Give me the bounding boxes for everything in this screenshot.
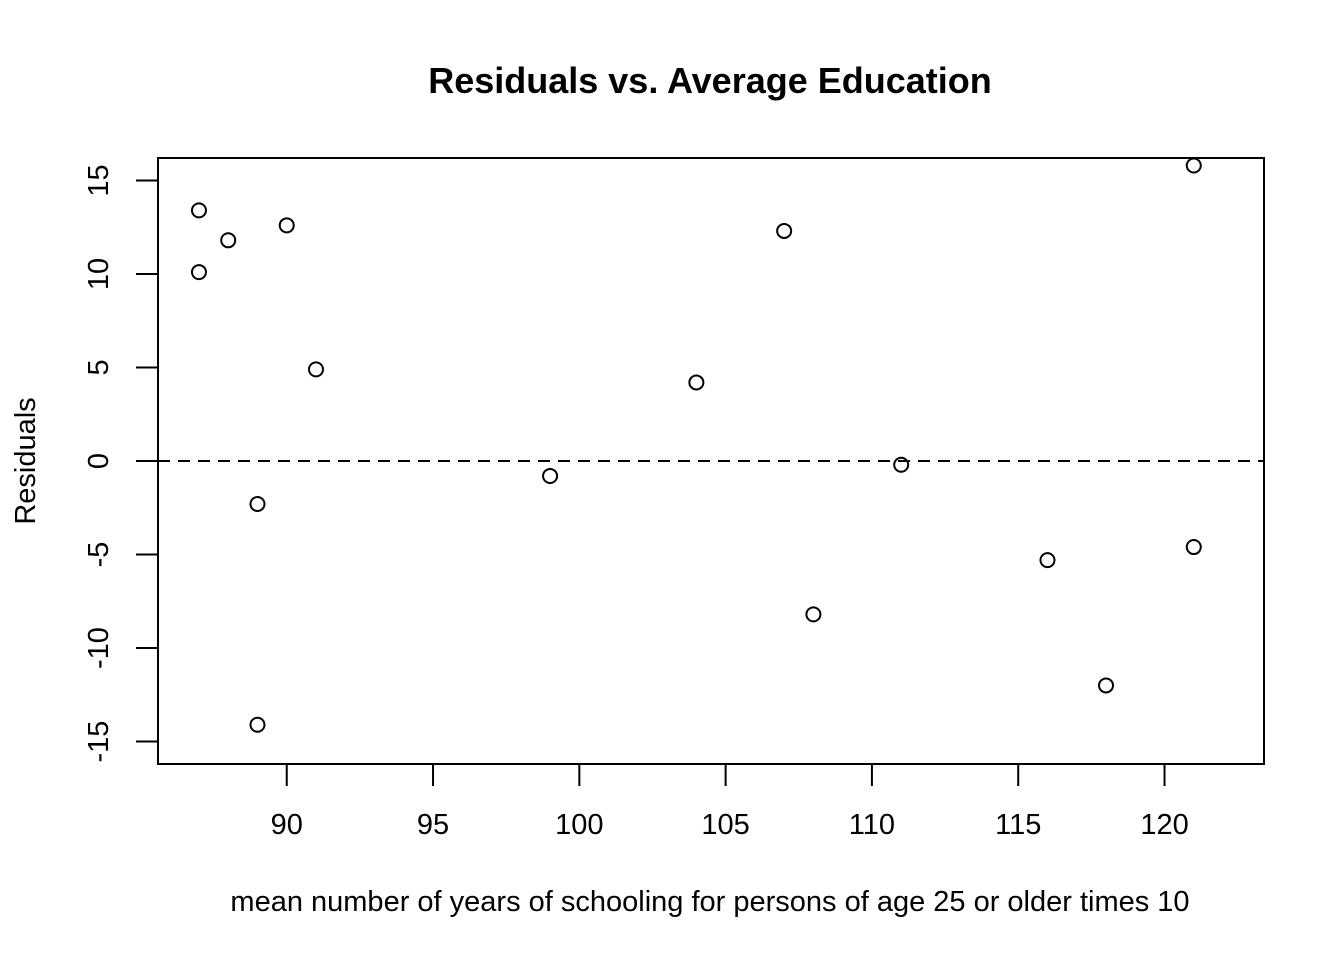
y-axis-label: Residuals bbox=[10, 397, 42, 524]
data-point bbox=[542, 467, 559, 484]
x-tick-label: 105 bbox=[701, 809, 749, 841]
data-point bbox=[220, 232, 237, 249]
chart-title: Residuals vs. Average Education bbox=[428, 60, 992, 101]
data-point bbox=[776, 222, 793, 239]
data-point bbox=[805, 606, 822, 623]
data-point bbox=[688, 374, 705, 391]
y-tick-label: -15 bbox=[83, 721, 115, 763]
data-point bbox=[190, 202, 207, 219]
x-tick-label: 120 bbox=[1140, 809, 1188, 841]
data-point bbox=[1185, 539, 1202, 556]
data-point bbox=[249, 716, 266, 733]
y-tick-label: 0 bbox=[83, 453, 115, 469]
x-tick-label: 95 bbox=[417, 809, 449, 841]
data-point bbox=[278, 217, 295, 234]
y-tick-label: -10 bbox=[83, 627, 115, 669]
x-axis-label: mean number of years of schooling for pe… bbox=[230, 886, 1189, 918]
x-tick-label: 115 bbox=[995, 809, 1041, 841]
y-tick-label: -5 bbox=[83, 542, 115, 568]
data-point bbox=[893, 456, 910, 473]
data-point bbox=[249, 496, 266, 513]
x-tick-label: 100 bbox=[555, 809, 603, 841]
data-points bbox=[190, 157, 1202, 733]
x-tick-label: 90 bbox=[271, 809, 303, 841]
data-point bbox=[190, 264, 207, 281]
data-point bbox=[1098, 677, 1114, 694]
x-tick-label: 110 bbox=[849, 809, 895, 841]
data-point bbox=[1039, 552, 1056, 569]
y-tick-label: 10 bbox=[83, 258, 115, 290]
data-point bbox=[308, 361, 324, 378]
y-axis: -15 -10 -5 0 5 10 15 bbox=[83, 164, 159, 763]
data-point bbox=[1185, 157, 1202, 174]
y-tick-label: 15 bbox=[83, 164, 115, 196]
y-tick-label: 5 bbox=[83, 359, 115, 375]
x-axis: 90 95 100 105 110 115 120 bbox=[271, 763, 1189, 841]
